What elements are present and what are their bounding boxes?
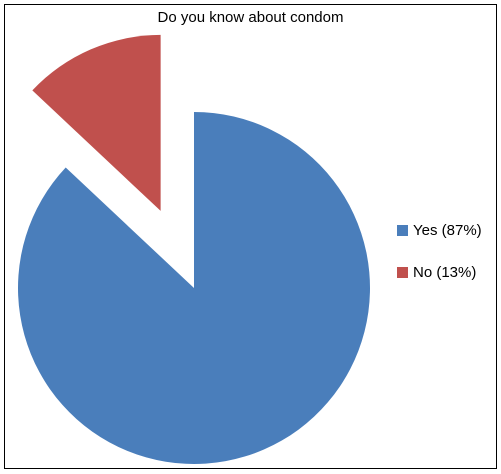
chart-legend: Yes (87%) No (13%) xyxy=(397,220,482,304)
legend-label-no: No (13%) xyxy=(413,263,477,281)
legend-swatch-no xyxy=(397,266,408,278)
legend-item-no: No (13%) xyxy=(397,262,482,282)
pie-slice-no xyxy=(32,34,161,211)
legend-label-yes: Yes (87%) xyxy=(413,221,482,239)
legend-item-yes: Yes (87%) xyxy=(397,220,482,240)
pie-slice-yes xyxy=(17,112,371,464)
legend-swatch-yes xyxy=(397,224,408,236)
chart-title: Do you know about condom xyxy=(157,9,344,26)
